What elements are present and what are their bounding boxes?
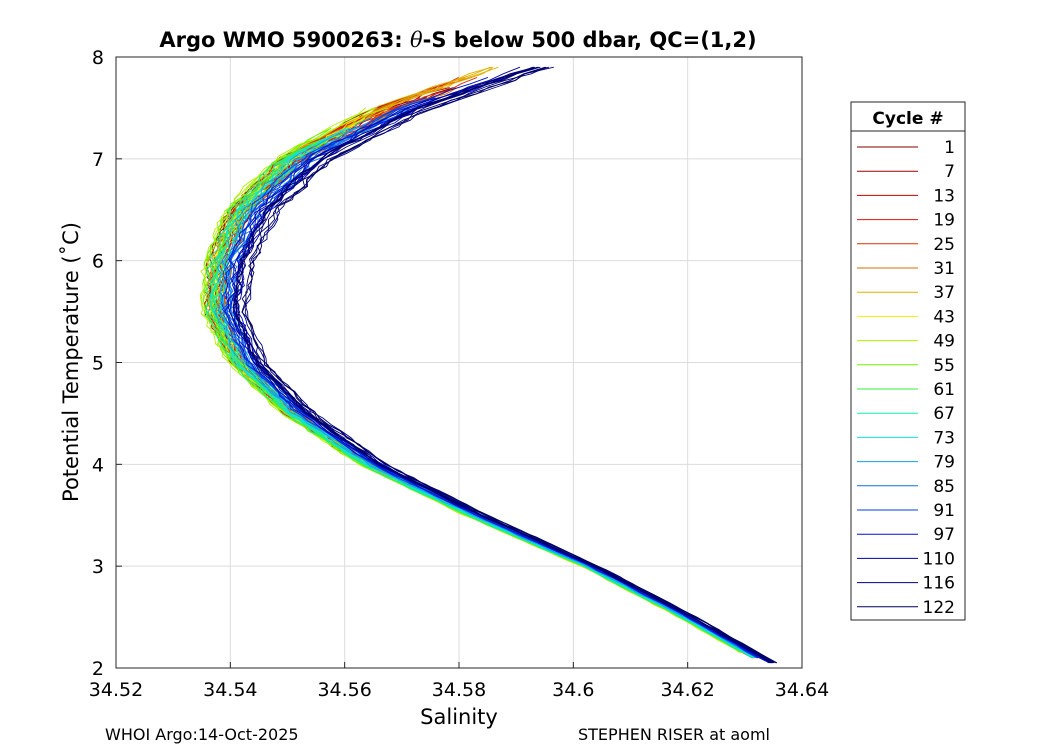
legend-label: 55 bbox=[933, 356, 955, 376]
y-tick-label: 4 bbox=[92, 454, 104, 476]
profile-line-cycle-73 bbox=[210, 127, 754, 659]
x-tick-label: 34.54 bbox=[203, 679, 257, 701]
legend-title: Cycle # bbox=[872, 109, 943, 129]
legend-label: 25 bbox=[933, 235, 955, 255]
legend-label: 116 bbox=[923, 574, 955, 594]
y-tick-label: 6 bbox=[92, 251, 104, 273]
legend-label: 13 bbox=[933, 186, 955, 206]
x-tick-label: 34.52 bbox=[89, 679, 143, 701]
y-axis-ticks: 2 3 4 5 6 7 8 bbox=[92, 47, 122, 680]
x-tick-label: 34.56 bbox=[317, 679, 371, 701]
profile-lines bbox=[199, 66, 778, 664]
legend-label: 61 bbox=[933, 380, 955, 400]
x-tick-label: 34.62 bbox=[660, 679, 714, 701]
title-theta-symbol: θ bbox=[410, 28, 423, 52]
legend: Cycle # 1 7 13 19 25 31 37 43 49 55 61 67 73 79 85 91 97… bbox=[850, 101, 966, 621]
footer-credit: WHOI Argo:14-Oct-2025 bbox=[105, 725, 299, 744]
x-tick-label: 34.58 bbox=[432, 679, 486, 701]
y-tick-label: 3 bbox=[92, 556, 104, 578]
legend-label: 110 bbox=[923, 549, 955, 569]
title-part-2: -S below 500 dbar, QC=(1,2) bbox=[423, 28, 757, 52]
legend-label: 67 bbox=[933, 404, 955, 424]
legend-label: 122 bbox=[923, 598, 955, 618]
x-tick-label: 34.6 bbox=[552, 679, 594, 701]
y-tick-label: 8 bbox=[92, 47, 104, 69]
x-axis-ticks: 34.52 34.54 34.56 34.58 34.6 34.62 34.64 bbox=[89, 662, 829, 701]
y-tick-label: 2 bbox=[92, 658, 104, 680]
chart-title: Argo WMO 5900263: θ-S below 500 dbar, QC… bbox=[159, 28, 756, 52]
legend-label: 7 bbox=[944, 162, 955, 182]
footer-pi: STEPHEN RISER at aoml bbox=[578, 725, 770, 744]
profile-line-cycle-122 bbox=[235, 66, 773, 664]
x-tick-label: 34.64 bbox=[775, 679, 829, 701]
y-tick-label: 7 bbox=[92, 149, 104, 171]
y-axis-label: Potential Temperature (˚C) bbox=[59, 222, 83, 502]
legend-label: 31 bbox=[933, 259, 955, 279]
legend-label: 85 bbox=[933, 477, 955, 497]
legend-label: 1 bbox=[944, 138, 955, 158]
legend-label: 91 bbox=[933, 501, 955, 521]
profile-line-cycle-97 bbox=[224, 76, 770, 664]
legend-box bbox=[850, 101, 966, 621]
x-axis-label: Salinity bbox=[420, 705, 498, 729]
title-part-1: Argo WMO 5900263: bbox=[159, 28, 410, 52]
profile-line-cycle-122 bbox=[241, 66, 778, 664]
legend-label: 79 bbox=[933, 453, 955, 473]
y-tick-label: 5 bbox=[92, 353, 104, 375]
profile-line-cycle-110 bbox=[227, 66, 771, 664]
legend-label: 73 bbox=[933, 428, 955, 448]
legend-label: 49 bbox=[933, 332, 955, 352]
legend-label: 43 bbox=[933, 307, 955, 327]
legend-label: 97 bbox=[933, 525, 955, 545]
profile-line-cycle-79 bbox=[215, 117, 758, 659]
legend-label: 37 bbox=[933, 283, 955, 303]
legend-label: 19 bbox=[933, 211, 955, 231]
